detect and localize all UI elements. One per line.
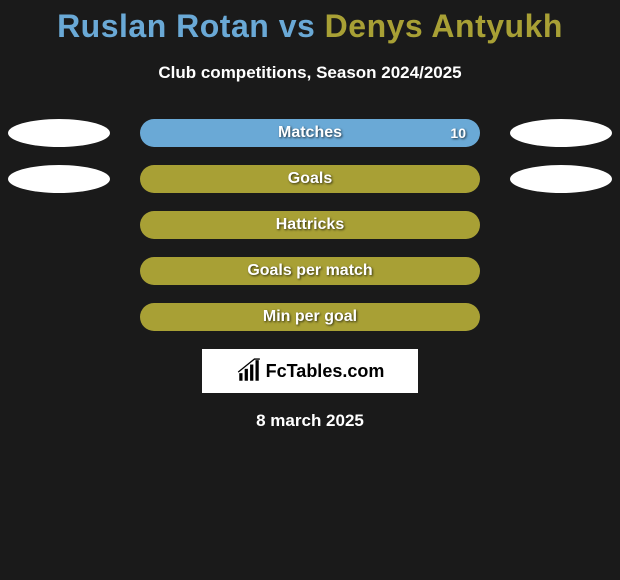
right-ellipse bbox=[510, 257, 612, 285]
stat-row-matches: Matches 10 bbox=[0, 119, 620, 147]
left-ellipse bbox=[8, 303, 110, 331]
right-ellipse bbox=[510, 119, 612, 147]
stat-rows: Matches 10 Goals Hattricks bbox=[0, 119, 620, 331]
left-ellipse bbox=[8, 257, 110, 285]
stat-row-goals-per-match: Goals per match bbox=[0, 257, 620, 285]
stat-label: Matches bbox=[278, 124, 342, 142]
stat-label: Hattricks bbox=[276, 216, 344, 234]
stat-bar: Goals bbox=[140, 165, 480, 193]
stat-label: Goals bbox=[288, 170, 332, 188]
comparison-infographic: Ruslan Rotan vs Denys Antyukh Club compe… bbox=[0, 0, 620, 580]
left-ellipse bbox=[8, 119, 110, 147]
stat-bar: Goals per match bbox=[140, 257, 480, 285]
left-ellipse bbox=[8, 211, 110, 239]
stat-bar: Matches 10 bbox=[140, 119, 480, 147]
stat-row-hattricks: Hattricks bbox=[0, 211, 620, 239]
stat-bar: Hattricks bbox=[140, 211, 480, 239]
stat-row-goals: Goals bbox=[0, 165, 620, 193]
title-vs: vs bbox=[269, 8, 324, 44]
page-title: Ruslan Rotan vs Denys Antyukh bbox=[0, 8, 620, 45]
stat-label: Goals per match bbox=[247, 262, 372, 280]
title-player1: Ruslan Rotan bbox=[57, 8, 269, 44]
brand-text: FcTables.com bbox=[266, 361, 385, 382]
left-ellipse bbox=[8, 165, 110, 193]
right-ellipse bbox=[510, 165, 612, 193]
subtitle: Club competitions, Season 2024/2025 bbox=[0, 63, 620, 83]
stat-value-right: 10 bbox=[450, 125, 466, 141]
brand-badge: FcTables.com bbox=[202, 349, 418, 393]
stat-row-min-per-goal: Min per goal bbox=[0, 303, 620, 331]
right-ellipse bbox=[510, 211, 612, 239]
stat-label: Min per goal bbox=[263, 308, 357, 326]
bar-chart-icon bbox=[236, 358, 262, 384]
right-ellipse bbox=[510, 303, 612, 331]
stat-bar: Min per goal bbox=[140, 303, 480, 331]
title-player2: Denys Antyukh bbox=[325, 8, 563, 44]
date-text: 8 march 2025 bbox=[0, 411, 620, 431]
